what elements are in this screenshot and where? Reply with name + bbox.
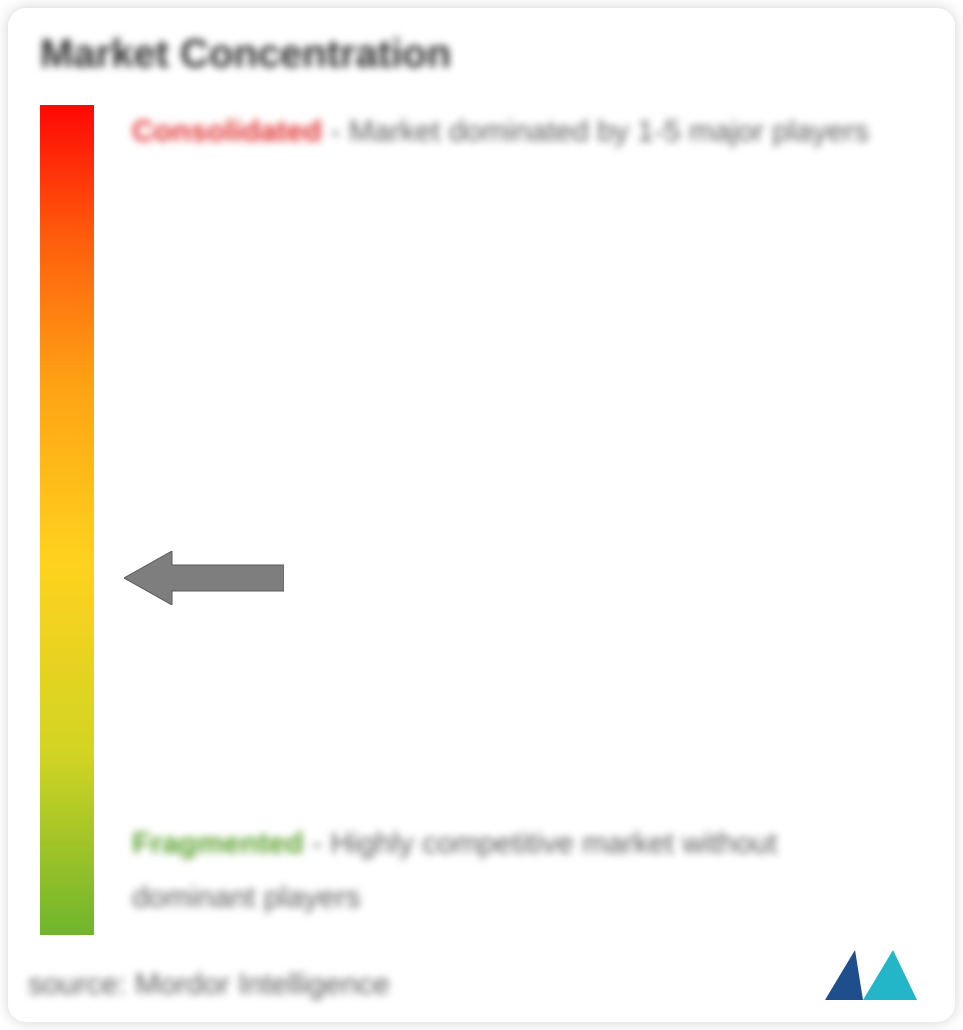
consolidated-key: Consolidated [132,115,322,148]
market-concentration-card: Market Concentration Consolidated - Mark… [8,8,955,1022]
position-indicator-arrow-icon [124,551,284,605]
source-attribution: source: Mordor Intelligence [28,968,390,1002]
fragmented-label: Fragmented - Highly competitive market w… [132,817,903,925]
fragmented-key: Fragmented [132,827,304,860]
label-column: Consolidated - Market dominated by 1-5 m… [94,105,923,935]
concentration-gradient-bar [40,105,94,935]
mordor-logo-icon [817,942,927,1002]
main-area: Consolidated - Market dominated by 1-5 m… [40,105,923,935]
card-title: Market Concentration [40,32,923,77]
consolidated-desc: - Market dominated by 1-5 major players [322,115,869,148]
consolidated-label: Consolidated - Market dominated by 1-5 m… [132,105,903,159]
card-footer: source: Mordor Intelligence [28,942,927,1002]
